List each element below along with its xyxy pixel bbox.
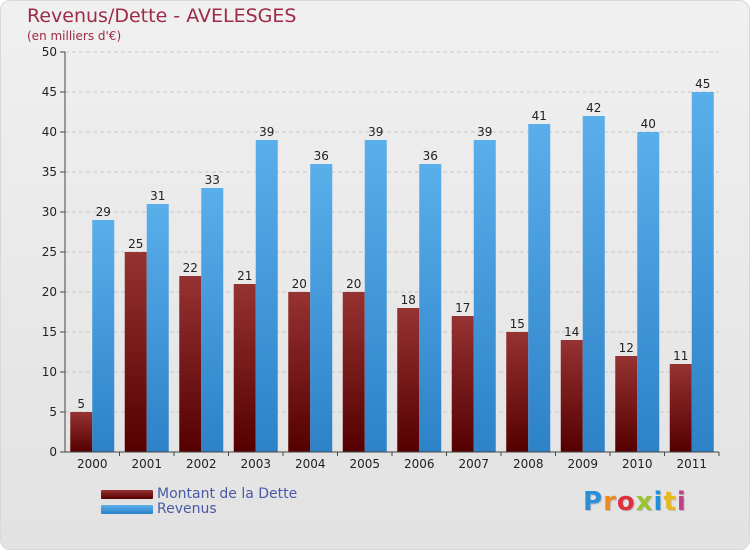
data-label: 21: [237, 269, 252, 283]
bar-dette: [506, 332, 529, 452]
data-label: 18: [401, 293, 416, 307]
proxiti-logo: Proxiti: [583, 487, 687, 517]
bar-revenus: [364, 140, 387, 452]
logo-letter: r: [603, 487, 617, 517]
bar-revenus: [201, 188, 224, 452]
bar-revenus: [92, 220, 115, 452]
bar-dette: [288, 292, 311, 452]
y-tick-label: 20: [42, 285, 57, 299]
data-labels: 5 29 25 31 22 33 21 39 20 36 20 39 18 36 17 39 15 41 14 42 1…: [77, 77, 710, 411]
x-tick-label: 2010: [622, 457, 653, 471]
bar-revenus: [691, 92, 714, 452]
chart-subtitle: (en milliers d'€): [27, 29, 122, 43]
x-tick-label: 2005: [349, 457, 380, 471]
data-label: 20: [292, 277, 307, 291]
bar-revenus: [310, 164, 333, 452]
grid-lines: [65, 51, 719, 413]
y-tick-label: 15: [42, 325, 57, 339]
bar-dette: [615, 356, 638, 452]
data-label: 41: [532, 109, 547, 123]
data-label: 36: [314, 149, 329, 163]
bar-revenus: [528, 124, 551, 452]
logo-letter: P: [583, 487, 604, 517]
bar-dette: [233, 284, 256, 452]
y-tick-label: 50: [42, 45, 57, 59]
bar-dette: [397, 308, 420, 452]
logo-letter: x: [635, 487, 654, 517]
data-label: 36: [423, 149, 438, 163]
data-label: 25: [128, 237, 143, 251]
legend-label-revenus: Revenus: [157, 501, 217, 517]
data-label: 22: [183, 261, 198, 275]
data-label: 20: [346, 277, 361, 291]
chart-title: Revenus/Dette - AVELESGES: [27, 5, 297, 27]
bar-dette: [342, 292, 365, 452]
x-tick-label: 2007: [458, 457, 489, 471]
legend-label-dette: Montant de la Dette: [157, 486, 298, 502]
y-tick-label: 10: [42, 365, 57, 379]
data-label: 33: [205, 173, 220, 187]
bar-revenus: [582, 116, 605, 452]
x-tick-label: 2009: [567, 457, 598, 471]
data-label: 29: [96, 205, 111, 219]
bar-revenus: [255, 140, 278, 452]
data-label: 45: [695, 77, 710, 91]
bar-dette: [70, 412, 93, 452]
x-tick-label: 2006: [404, 457, 435, 471]
bar-dette: [179, 276, 202, 452]
y-tick-label: 35: [42, 165, 57, 179]
bar-revenus: [146, 204, 169, 452]
logo-letter: i: [676, 487, 687, 517]
logo-letter: t: [663, 487, 677, 517]
x-tick-label: 2004: [295, 457, 326, 471]
bar-dette: [669, 364, 692, 452]
logo-letter: i: [653, 487, 664, 517]
data-label: 15: [510, 317, 525, 331]
data-label: 17: [455, 301, 470, 315]
bar-revenus: [419, 164, 442, 452]
data-label: 39: [368, 125, 383, 139]
data-label: 39: [259, 125, 274, 139]
bar-revenus: [473, 140, 496, 452]
x-tick-label: 2008: [513, 457, 544, 471]
logo-letter: o: [616, 487, 636, 517]
data-label: 14: [564, 325, 579, 339]
bar-dette: [560, 340, 583, 452]
data-label: 39: [477, 125, 492, 139]
bar-dette: [124, 252, 147, 452]
x-tick-label: 2003: [240, 457, 271, 471]
data-label: 12: [619, 341, 634, 355]
x-tick-label: 2000: [77, 457, 108, 471]
bars: [70, 92, 714, 452]
x-tick-label: 2001: [131, 457, 162, 471]
bar-revenus: [637, 132, 660, 452]
legend-swatch-revenus: [101, 505, 153, 514]
y-tick-label: 0: [49, 445, 57, 459]
y-tick-label: 40: [42, 125, 57, 139]
x-tick-label: 2002: [186, 457, 217, 471]
y-axis-ticks: 0 5 10 15 20 25 30 35 40 45 50: [42, 45, 65, 459]
data-label: 31: [150, 189, 165, 203]
y-tick-label: 5: [49, 405, 57, 419]
data-label: 40: [641, 117, 656, 131]
y-tick-label: 25: [42, 245, 57, 259]
bar-dette: [451, 316, 474, 452]
data-label: 42: [586, 101, 601, 115]
data-label: 11: [673, 349, 688, 363]
x-tick-label: 2011: [676, 457, 707, 471]
data-label: 5: [77, 397, 85, 411]
x-axis-ticks: 2000 2001 2002 2003 2004 2005 2006 2007 2008 2009…: [77, 452, 720, 471]
y-tick-label: 45: [42, 85, 57, 99]
legend-swatch-dette: [101, 490, 153, 499]
y-tick-label: 30: [42, 205, 57, 219]
